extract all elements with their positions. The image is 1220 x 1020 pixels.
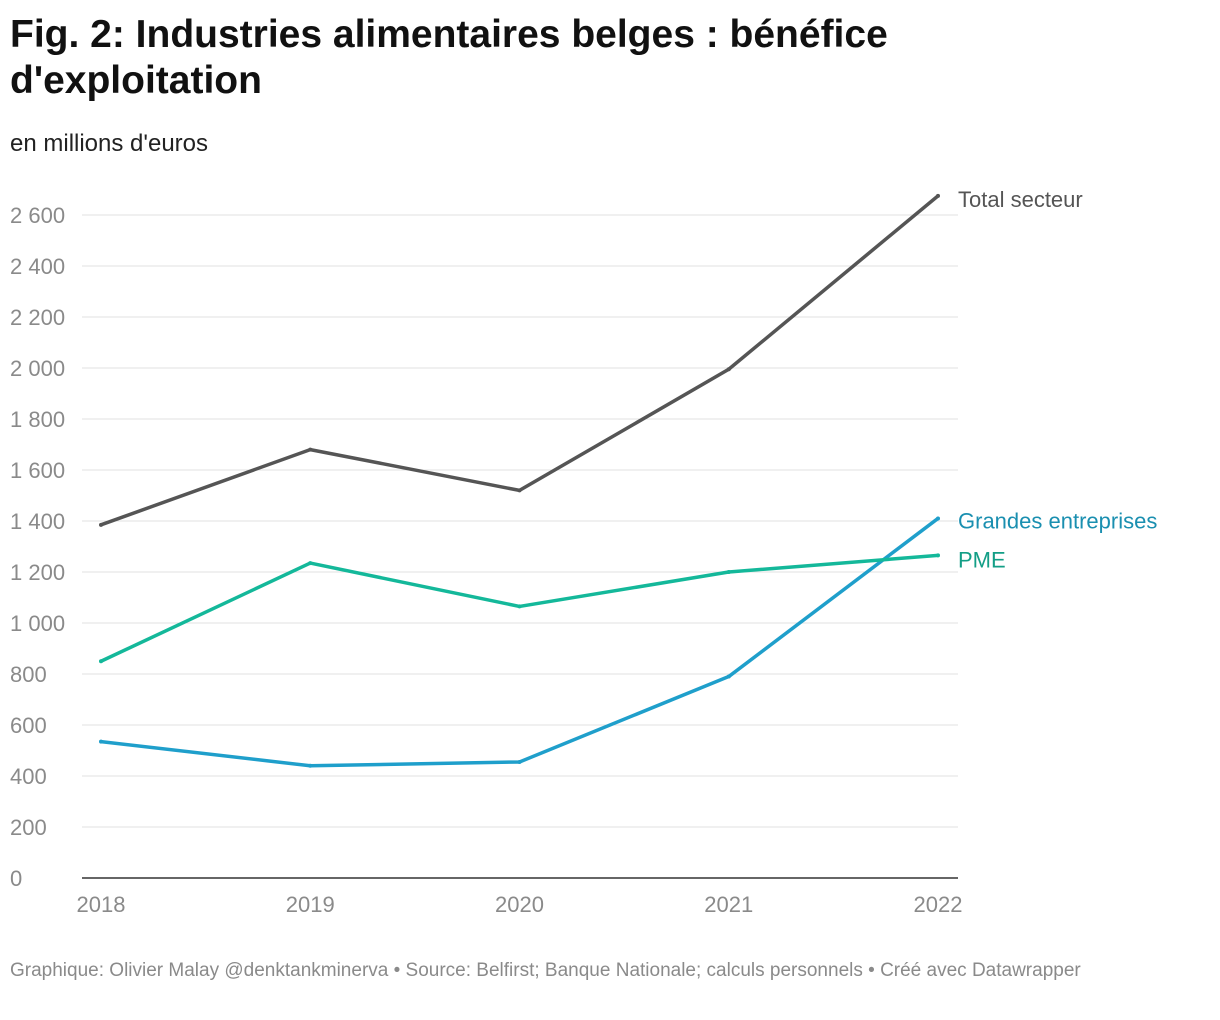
y-axis-ticks: 0 200 400 600 800 1 000 1 200 1 400 1 600 1 800 2 …: [10, 203, 65, 891]
x-tick-label: 2022: [914, 892, 963, 917]
y-tick-label: 2 000: [10, 356, 65, 381]
series-lines: [99, 193, 940, 768]
data-point-total-secteur: [308, 447, 313, 452]
y-tick-label: 1 200: [10, 560, 65, 585]
data-point-pme: [99, 659, 103, 664]
series-label-grandes-entreprises: Grandes entreprises: [958, 508, 1157, 533]
series-label-pme: PME: [958, 547, 1006, 572]
data-point-total-secteur: [99, 522, 103, 527]
data-point-grandes-entreprises: [936, 516, 940, 521]
data-point-pme: [936, 553, 940, 558]
y-tick-label: 2 600: [10, 203, 65, 228]
data-point-pme: [308, 561, 313, 566]
y-tick-label: 200: [10, 815, 47, 840]
data-point-grandes-entreprises: [726, 674, 731, 679]
y-tick-label: 800: [10, 662, 47, 687]
series-line-total-secteur: [99, 194, 940, 527]
y-tick-label: 0: [10, 866, 22, 891]
y-tick-label: 600: [10, 713, 47, 738]
y-tick-label: 1 400: [10, 509, 65, 534]
x-tick-label: 2019: [286, 892, 335, 917]
data-point-total-secteur: [517, 488, 522, 493]
x-axis-ticks: 2018 2019 2020 2021 2022: [77, 892, 963, 917]
chart-title: Fig. 2: Industries alimentaires belges :…: [10, 13, 888, 102]
y-tick-label: 2 400: [10, 254, 65, 279]
chart-subtitle: en millions d'euros: [10, 130, 209, 157]
series-line-grandes-entreprises: [99, 516, 940, 768]
data-point-pme: [517, 604, 522, 609]
grid-lines: [82, 214, 958, 879]
series-label-total-secteur: Total secteur: [958, 187, 1083, 212]
y-tick-label: 1 800: [10, 407, 65, 432]
data-point-pme: [726, 570, 731, 574]
y-tick-label: 1 000: [10, 611, 65, 636]
y-tick-label: 400: [10, 764, 47, 789]
x-tick-label: 2021: [704, 892, 753, 917]
data-point-grandes-entreprises: [517, 759, 522, 764]
data-point-total-secteur: [726, 367, 731, 372]
data-point-grandes-entreprises: [99, 739, 103, 744]
chart-footer: Graphique: Olivier Malay @denktankminerv…: [10, 960, 1081, 981]
y-tick-label: 2 200: [10, 305, 65, 330]
y-tick-label: 1 600: [10, 458, 65, 483]
data-point-grandes-entreprises: [308, 763, 313, 768]
series-labels: Total secteur Grandes entreprises PME: [958, 187, 1157, 573]
data-point-total-secteur: [936, 193, 940, 198]
x-tick-label: 2020: [495, 892, 544, 917]
x-tick-label: 2018: [77, 892, 126, 917]
